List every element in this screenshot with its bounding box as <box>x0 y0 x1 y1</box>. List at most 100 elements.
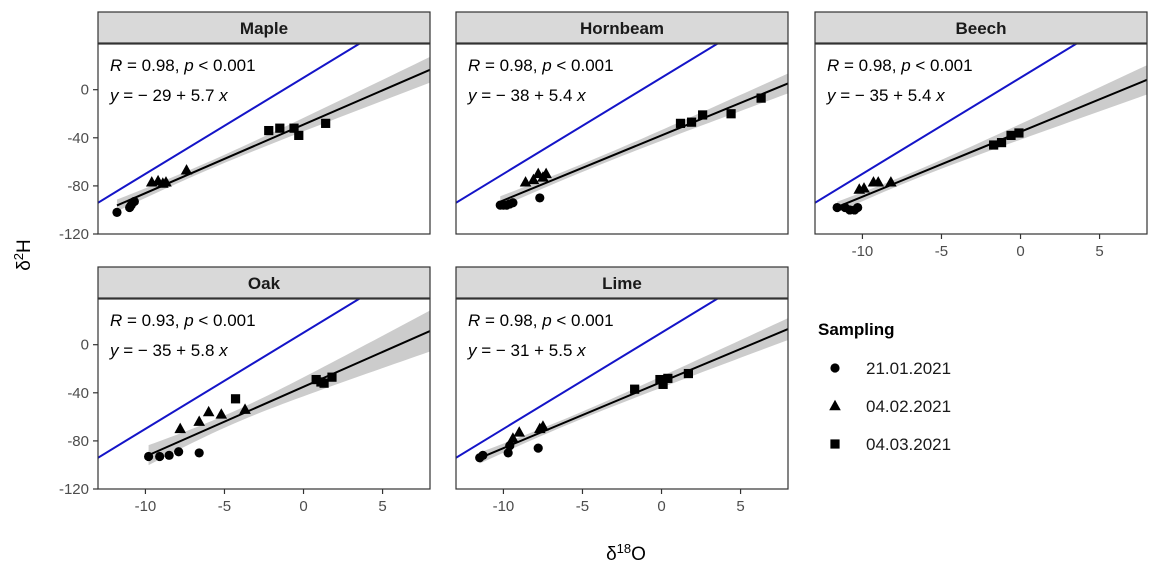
data-point-circle <box>174 447 184 457</box>
panel-border <box>97 43 431 235</box>
stats-equation: y = − 31 + 5.5 x <box>467 341 586 360</box>
confidence-band <box>116 56 430 212</box>
data-point-triangle <box>239 403 251 414</box>
data-point-square <box>321 118 331 128</box>
data-point-triangle <box>872 176 885 187</box>
panel-border <box>455 43 789 235</box>
data-point-triangle <box>885 176 897 187</box>
data-point-triangle <box>215 408 228 419</box>
stats-equation: y = − 35 + 5.8 x <box>109 341 228 360</box>
panel-title-lime: Lime <box>602 274 642 293</box>
x-tick-label: -10 <box>493 498 515 515</box>
y-tick-label: -120 <box>59 226 89 243</box>
x-tick-label: 0 <box>657 498 665 515</box>
panel-hornbeam: Hornbeam R = 0.98, p < 0.001 y = − 38 + 5.… <box>455 11 789 235</box>
legend-items: 21.01.2021 04.02.2021 04.03.2021 <box>829 359 951 454</box>
data-point-square <box>655 374 665 385</box>
data-point-square <box>686 117 697 127</box>
x-tick-label: 0 <box>299 498 307 515</box>
panel-background <box>815 44 1147 234</box>
data-point-square <box>275 123 285 133</box>
legend-label: 04.02.2021 <box>866 397 951 416</box>
stats-r-p: R = 0.93, p < 0.001 <box>110 311 256 330</box>
data-point-triangle <box>180 164 193 175</box>
data-point-circle <box>155 451 165 462</box>
panel-plot-area-hornbeam <box>456 44 788 234</box>
data-point-square <box>1014 128 1024 138</box>
data-point-square <box>264 125 274 136</box>
panel-title-hornbeam: Hornbeam <box>580 19 664 38</box>
stats-r-p: R = 0.98, p < 0.001 <box>110 56 256 75</box>
data-point-square <box>675 118 686 128</box>
legend-title: Sampling <box>818 320 895 339</box>
data-point-triangle <box>540 167 552 179</box>
panel-title-maple: Maple <box>240 19 288 38</box>
panel-plot-area-oak <box>98 299 430 489</box>
legend-item-square: 04.03.2021 <box>830 435 951 454</box>
panel-oak: Oak R = 0.93, p < 0.001 y = − 35 + 5.8 x 0 -… <box>59 266 431 515</box>
data-point-circle <box>505 441 515 451</box>
data-point-square <box>294 130 304 140</box>
y-axis-title: δ2H <box>11 239 36 271</box>
data-point-triangle <box>193 415 205 426</box>
panel-lime: Lime R = 0.98, p < 0.001 y = − 31 + 5.5 x -… <box>455 266 789 515</box>
data-point-triangle <box>160 176 172 187</box>
panel-background <box>456 299 788 489</box>
data-point-circle <box>112 207 122 217</box>
data-point-triangle <box>537 420 549 431</box>
panel-maple: Maple R = 0.98, p < 0.001 y = − 29 + 5.7 x… <box>59 11 431 243</box>
data-point-square <box>683 368 693 379</box>
panel-border <box>455 298 789 490</box>
reference-line <box>98 44 361 204</box>
data-point-square <box>311 374 321 385</box>
data-point-triangle <box>174 422 187 434</box>
legend-key-triangle <box>829 399 841 411</box>
facet-panels: Maple R = 0.98, p < 0.001 y = − 29 + 5.7 x… <box>59 11 1148 515</box>
data-point-circle <box>129 196 139 207</box>
y-tick-label: -80 <box>67 433 89 450</box>
x-tick-label: -5 <box>218 498 231 515</box>
x-tick-label: 5 <box>378 498 386 515</box>
legend: Sampling 21.01.2021 04.02.2021 04.03.2021 <box>818 320 951 454</box>
legend-item-triangle: 04.02.2021 <box>829 397 951 416</box>
fit-line <box>499 82 788 203</box>
data-point-square <box>289 123 299 133</box>
data-point-triangle <box>507 432 519 443</box>
data-point-square <box>663 373 673 383</box>
data-point-circle <box>194 448 204 458</box>
x-axis-title: δ18O <box>606 541 646 566</box>
stats-r-p: R = 0.98, p < 0.001 <box>468 56 614 75</box>
data-point-circle <box>535 193 545 203</box>
stats-equation: y = − 29 + 5.7 x <box>109 86 228 105</box>
stats-equation: y = − 35 + 5.4 x <box>826 86 945 105</box>
y-tick-label: -40 <box>67 385 89 402</box>
stats-equation: y = − 38 + 5.4 x <box>467 86 586 105</box>
y-tick-label: 0 <box>81 337 89 354</box>
fit-line <box>148 330 430 457</box>
y-tick-label: 0 <box>81 82 89 99</box>
stats-r-p: R = 0.98, p < 0.001 <box>827 56 973 75</box>
data-point-triangle <box>513 426 526 437</box>
data-point-square <box>756 93 766 103</box>
y-tick-label: -40 <box>67 130 89 147</box>
panel-strip-beech <box>814 11 1148 44</box>
data-point-circle <box>533 443 543 453</box>
panel-border <box>97 298 431 490</box>
panel-plot-area-lime <box>456 299 788 489</box>
legend-key-square <box>830 439 840 449</box>
legend-label: 04.03.2021 <box>866 435 951 454</box>
panel-plot-area-beech <box>815 44 1147 234</box>
reference-line <box>456 299 719 459</box>
data-point-square <box>989 140 999 150</box>
panel-title-oak: Oak <box>248 274 281 293</box>
stats-r-p: R = 0.98, p < 0.001 <box>468 311 614 330</box>
panel-strip-oak <box>97 266 431 299</box>
x-tick-label: -10 <box>135 498 157 515</box>
data-point-square <box>327 372 337 382</box>
data-point-circle <box>143 451 154 462</box>
data-point-square <box>996 138 1007 148</box>
data-point-square <box>230 394 241 404</box>
data-point-square <box>726 109 736 119</box>
panel-beech: Beech R = 0.98, p < 0.001 y = − 35 + 5.4 x… <box>814 11 1148 260</box>
